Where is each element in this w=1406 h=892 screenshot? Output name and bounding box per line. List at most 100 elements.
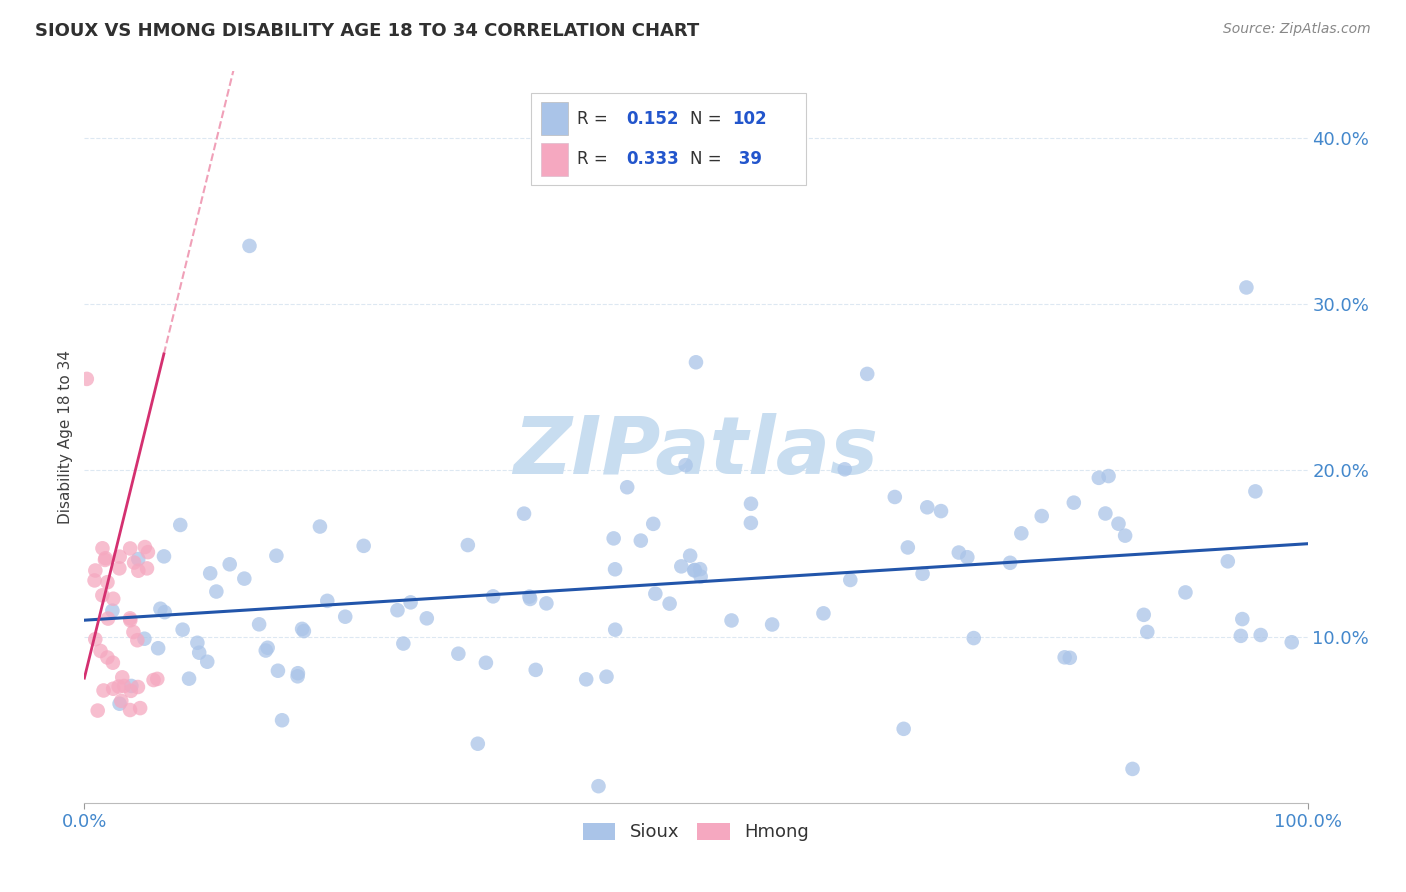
Point bbox=[120, 613, 142, 627]
Point bbox=[740, 497, 762, 511]
Point bbox=[291, 622, 314, 636]
Point bbox=[90, 644, 112, 658]
Point bbox=[679, 549, 702, 563]
Point bbox=[457, 538, 479, 552]
Point bbox=[839, 573, 862, 587]
Point bbox=[740, 516, 762, 530]
Point bbox=[146, 641, 169, 656]
Point bbox=[84, 564, 107, 578]
Point bbox=[287, 669, 309, 683]
Point bbox=[685, 355, 707, 369]
Point bbox=[1088, 471, 1111, 485]
Point bbox=[91, 541, 114, 556]
Point bbox=[1250, 628, 1272, 642]
Text: 39: 39 bbox=[733, 150, 762, 168]
Point bbox=[120, 541, 142, 556]
Point bbox=[142, 673, 165, 687]
Point bbox=[834, 462, 856, 476]
Point bbox=[1132, 607, 1154, 622]
Point bbox=[153, 605, 176, 619]
Point bbox=[524, 663, 547, 677]
Text: 0.333: 0.333 bbox=[626, 150, 679, 168]
Point bbox=[643, 516, 665, 531]
Point bbox=[169, 518, 191, 533]
Point bbox=[467, 737, 489, 751]
Point bbox=[683, 563, 706, 577]
Point bbox=[1136, 624, 1159, 639]
Point bbox=[122, 556, 145, 570]
Point bbox=[720, 614, 742, 628]
Point bbox=[893, 722, 915, 736]
Point bbox=[97, 611, 120, 625]
Point bbox=[883, 490, 905, 504]
Point bbox=[136, 561, 159, 575]
Point bbox=[177, 672, 200, 686]
Point bbox=[1236, 280, 1258, 294]
Point bbox=[188, 646, 211, 660]
Point bbox=[108, 561, 131, 575]
Point bbox=[689, 569, 711, 583]
Point bbox=[1244, 484, 1267, 499]
Text: N =: N = bbox=[690, 110, 727, 128]
Point bbox=[519, 591, 541, 606]
Point bbox=[84, 632, 107, 647]
Point bbox=[309, 519, 332, 533]
Point bbox=[1053, 650, 1076, 665]
Point bbox=[120, 611, 142, 625]
Point bbox=[1031, 509, 1053, 524]
Point bbox=[671, 559, 693, 574]
Point bbox=[447, 647, 470, 661]
Point bbox=[254, 643, 277, 657]
Point bbox=[575, 673, 598, 687]
Point bbox=[111, 670, 134, 684]
Point bbox=[122, 625, 145, 640]
Point bbox=[127, 564, 149, 578]
Point bbox=[761, 617, 783, 632]
Point bbox=[658, 597, 681, 611]
Point bbox=[83, 574, 105, 588]
Point bbox=[630, 533, 652, 548]
Text: R =: R = bbox=[578, 150, 613, 168]
Point bbox=[136, 545, 159, 559]
Point bbox=[856, 367, 879, 381]
Point bbox=[519, 590, 541, 604]
Point bbox=[683, 563, 706, 577]
Point bbox=[101, 604, 124, 618]
Point bbox=[689, 562, 711, 576]
Point bbox=[267, 664, 290, 678]
Bar bbox=[541, 103, 568, 136]
Point bbox=[146, 672, 169, 686]
Text: ZIPatlas: ZIPatlas bbox=[513, 413, 879, 491]
Point bbox=[1230, 629, 1253, 643]
Text: Source: ZipAtlas.com: Source: ZipAtlas.com bbox=[1223, 22, 1371, 37]
Point bbox=[103, 591, 125, 606]
Point bbox=[256, 640, 278, 655]
Point bbox=[1174, 585, 1197, 599]
Point bbox=[392, 636, 415, 650]
Point bbox=[198, 566, 221, 581]
Point bbox=[316, 594, 339, 608]
Point bbox=[911, 566, 934, 581]
Point bbox=[94, 553, 117, 567]
Point bbox=[416, 611, 439, 625]
Point bbox=[588, 779, 610, 793]
Point bbox=[127, 552, 149, 566]
Point bbox=[153, 549, 176, 564]
Point bbox=[76, 372, 98, 386]
Point bbox=[172, 623, 194, 637]
Point bbox=[186, 636, 208, 650]
Point bbox=[513, 507, 536, 521]
Point bbox=[96, 650, 118, 665]
Point bbox=[96, 575, 118, 590]
Point bbox=[112, 679, 135, 693]
Text: N =: N = bbox=[690, 150, 727, 168]
Point bbox=[292, 624, 315, 638]
Point bbox=[595, 670, 617, 684]
Point bbox=[127, 680, 149, 694]
Point bbox=[127, 633, 149, 648]
Point bbox=[149, 601, 172, 615]
Point bbox=[387, 603, 409, 617]
Point bbox=[91, 588, 114, 602]
Point bbox=[1059, 650, 1081, 665]
Point bbox=[218, 558, 240, 572]
